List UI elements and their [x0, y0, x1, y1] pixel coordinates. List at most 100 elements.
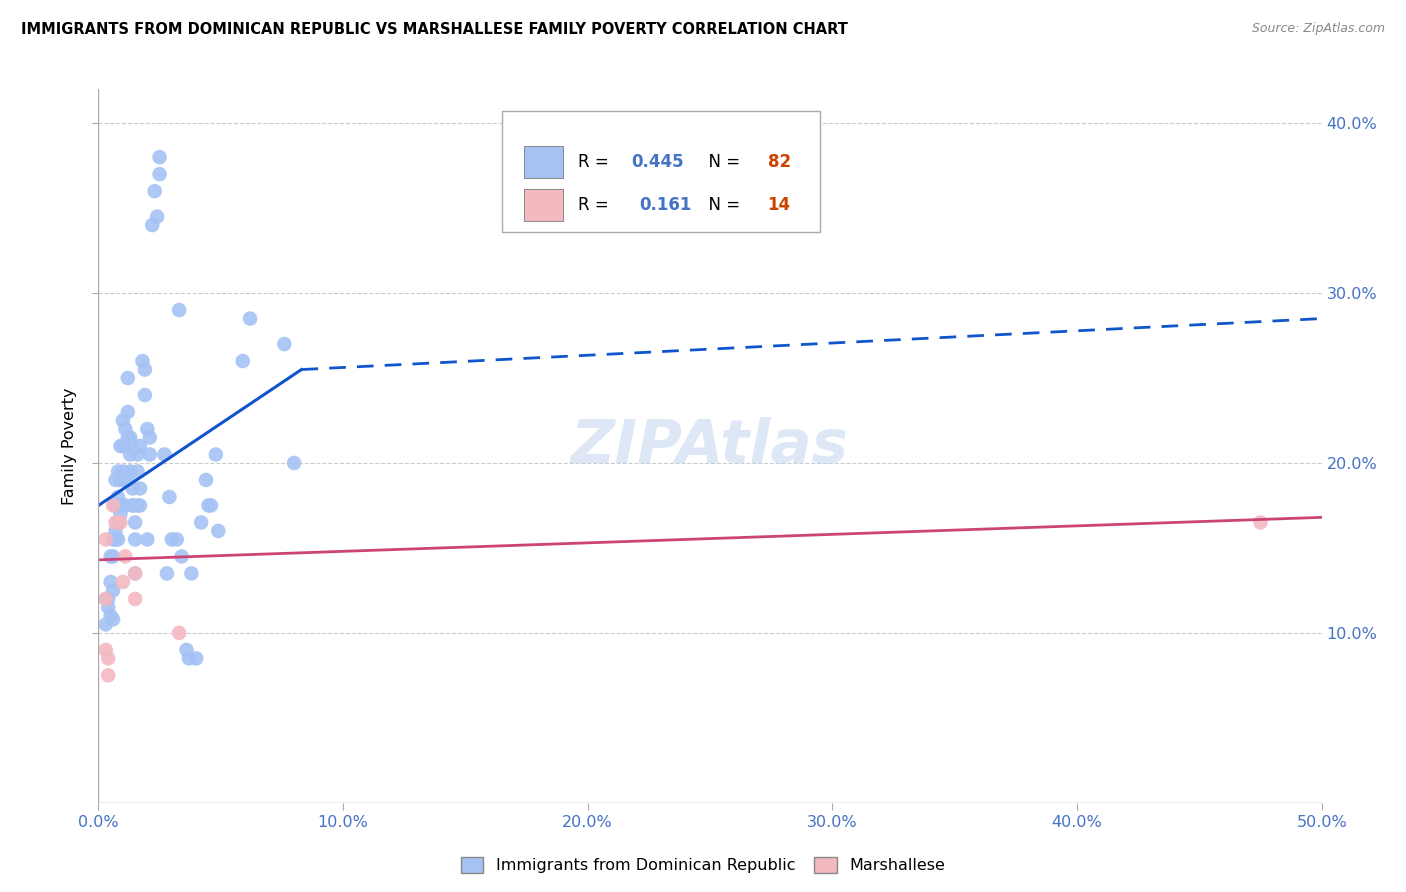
Text: N =: N =: [697, 196, 745, 214]
Point: [114, 549, 136, 564]
Point: [120, 439, 142, 453]
Point: [157, 490, 180, 504]
Point: [114, 422, 136, 436]
Point: [111, 465, 134, 479]
Point: [101, 612, 124, 626]
Text: Source: ZipAtlas.com: Source: ZipAtlas.com: [1251, 22, 1385, 36]
Point: [153, 448, 176, 462]
Point: [110, 499, 132, 513]
Point: [120, 465, 142, 479]
Point: [207, 524, 229, 538]
Text: R =: R =: [578, 153, 614, 170]
Point: [110, 439, 132, 453]
Point: [141, 218, 163, 232]
Point: [97, 651, 120, 665]
Point: [195, 473, 218, 487]
Point: [100, 549, 122, 564]
Point: [117, 405, 139, 419]
Point: [94, 591, 117, 606]
Text: N =: N =: [697, 153, 745, 170]
Point: [176, 643, 198, 657]
Point: [107, 533, 129, 547]
FancyBboxPatch shape: [524, 145, 564, 178]
Point: [167, 626, 190, 640]
Point: [134, 388, 156, 402]
Point: [127, 499, 149, 513]
Text: 0.445: 0.445: [631, 153, 685, 170]
Point: [104, 473, 127, 487]
Point: [114, 473, 136, 487]
Point: [110, 473, 132, 487]
Point: [117, 473, 139, 487]
Point: [97, 668, 120, 682]
Point: [120, 448, 142, 462]
Point: [139, 448, 162, 462]
Point: [101, 533, 124, 547]
Point: [143, 184, 166, 198]
Point: [124, 591, 146, 606]
Point: [94, 617, 117, 632]
Point: [124, 566, 146, 581]
Legend: Immigrants from Dominican Republic, Marshallese: Immigrants from Dominican Republic, Mars…: [454, 850, 952, 880]
Point: [131, 354, 153, 368]
Point: [110, 516, 132, 530]
FancyBboxPatch shape: [502, 111, 820, 232]
Point: [97, 600, 120, 615]
Point: [107, 465, 129, 479]
Point: [160, 533, 183, 547]
Point: [104, 524, 127, 538]
Point: [200, 499, 222, 513]
Point: [149, 167, 172, 181]
Point: [129, 499, 152, 513]
FancyBboxPatch shape: [524, 189, 564, 221]
Text: 82: 82: [768, 153, 790, 170]
Point: [197, 499, 219, 513]
Point: [1249, 516, 1271, 530]
Text: ZIPAtlas: ZIPAtlas: [571, 417, 849, 475]
Point: [107, 490, 129, 504]
Point: [186, 651, 208, 665]
Point: [205, 448, 228, 462]
Text: 0.161: 0.161: [640, 196, 692, 214]
Text: R =: R =: [578, 196, 619, 214]
Y-axis label: Family Poverty: Family Poverty: [62, 387, 77, 505]
Point: [146, 210, 169, 224]
Point: [139, 430, 162, 444]
Point: [121, 482, 143, 496]
Point: [101, 583, 124, 598]
Point: [170, 549, 193, 564]
Point: [124, 566, 146, 581]
Point: [94, 591, 117, 606]
Point: [104, 533, 127, 547]
Point: [136, 422, 159, 436]
Point: [127, 465, 149, 479]
Point: [107, 516, 129, 530]
Point: [124, 533, 146, 547]
Point: [101, 549, 124, 564]
Point: [117, 371, 139, 385]
Point: [273, 337, 295, 351]
Point: [283, 456, 305, 470]
Point: [104, 516, 127, 530]
Point: [104, 499, 127, 513]
Point: [117, 430, 139, 444]
Point: [111, 439, 134, 453]
Text: 14: 14: [768, 196, 790, 214]
Point: [134, 362, 156, 376]
Point: [111, 413, 134, 427]
Point: [97, 591, 120, 606]
Point: [166, 533, 188, 547]
Point: [180, 566, 202, 581]
Point: [177, 651, 200, 665]
Point: [156, 566, 179, 581]
Point: [114, 499, 136, 513]
Point: [127, 448, 149, 462]
Point: [94, 643, 117, 657]
Point: [124, 516, 146, 530]
Point: [149, 150, 172, 164]
Point: [190, 516, 212, 530]
Point: [232, 354, 254, 368]
Point: [111, 574, 134, 589]
Point: [101, 499, 124, 513]
Point: [121, 499, 143, 513]
